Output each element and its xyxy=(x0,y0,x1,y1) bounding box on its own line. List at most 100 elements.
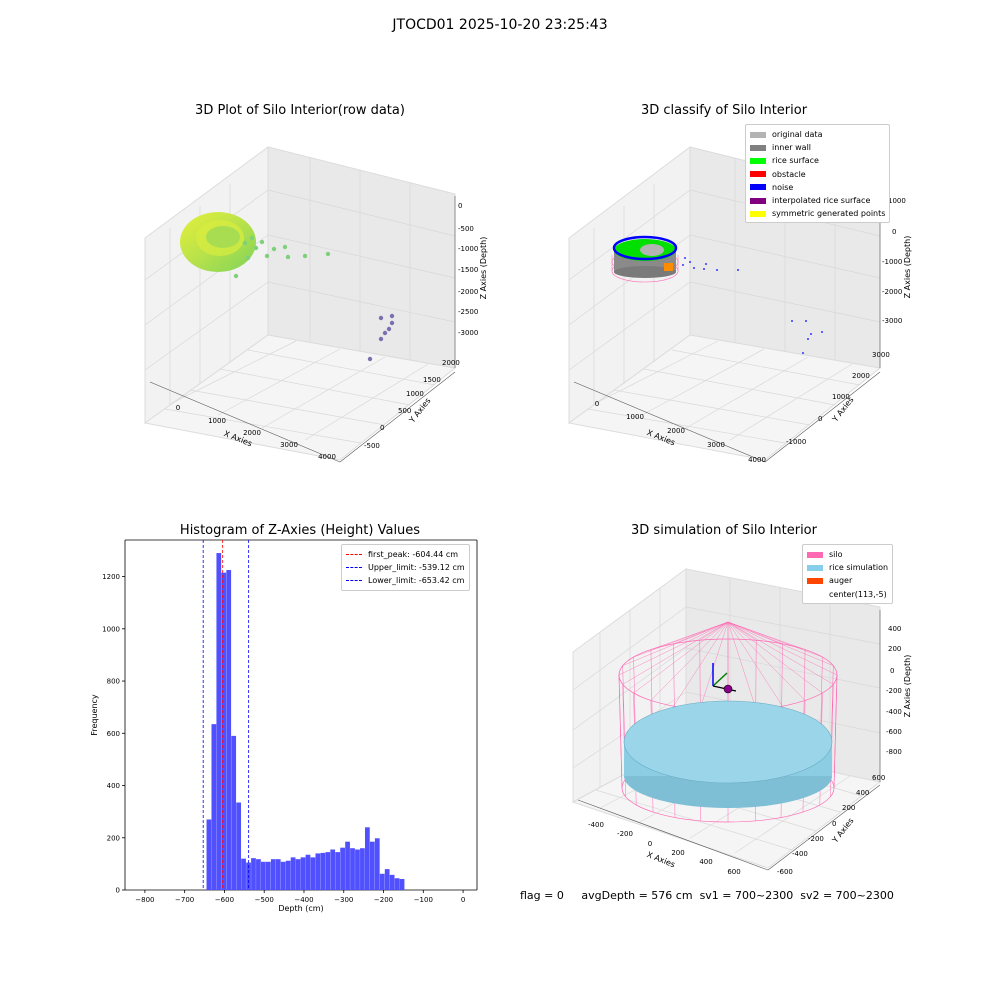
p4-x-tick: 0 xyxy=(648,840,652,848)
p1-z-tick: -1500 xyxy=(458,266,478,274)
legend-label: silo xyxy=(829,550,843,560)
silo-roof-line xyxy=(633,621,729,694)
p2-z-tick: -2000 xyxy=(882,288,902,296)
legend-entry: noise xyxy=(750,181,885,194)
x-tick-label: −300 xyxy=(334,896,353,904)
legend-swatch xyxy=(750,210,766,217)
histogram-bar xyxy=(340,847,345,890)
p4-y-tick: 200 xyxy=(842,804,855,812)
p2-z-tick: 0 xyxy=(892,228,896,236)
legend-entry: interpolated rice surface xyxy=(750,194,885,207)
histogram-bar xyxy=(325,852,331,890)
histogram-bar xyxy=(315,853,321,890)
histogram-bar xyxy=(355,849,360,890)
silo-roof-line xyxy=(727,621,834,666)
histogram-plot: Depth (cm) Frequency −800 −700 −600 −500 −40… xyxy=(90,539,478,913)
p1-z-tick: -3000 xyxy=(458,329,478,337)
legend-entry: silo xyxy=(807,548,888,561)
legend-entry: center(113,-5) xyxy=(807,588,888,601)
x-tick-label: −700 xyxy=(175,896,194,904)
p2-y-tick: 3000 xyxy=(872,351,890,359)
p4-x-tick: 400 xyxy=(699,858,712,866)
classify-legend: original data inner wall rice surface ob… xyxy=(745,124,891,224)
p1-y-tick: 2000 xyxy=(442,359,460,367)
legend-label: original data xyxy=(772,130,823,140)
p2-y-tick: 0 xyxy=(818,415,822,423)
legend-label: inner wall xyxy=(772,143,812,153)
histogram-bar xyxy=(211,724,217,890)
panel-2-3d-axes xyxy=(567,145,882,463)
histogram-bar xyxy=(360,848,365,890)
histogram-bar xyxy=(350,848,355,890)
sv2-text: sv2 = 700~2300 xyxy=(800,889,894,902)
legend-swatch xyxy=(750,184,766,191)
p2-x-tick: 4000 xyxy=(748,456,766,464)
histogram-bar xyxy=(310,857,316,890)
histogram-bar xyxy=(216,553,222,890)
p4-z-tick: 0 xyxy=(890,667,894,675)
histogram-bar xyxy=(399,879,405,890)
legend-entry: Upper_limit: -539.12 cm xyxy=(346,561,465,574)
histogram-bar xyxy=(330,849,336,890)
x-tick-label: 0 xyxy=(461,896,465,904)
panel-1-point-cloud xyxy=(180,212,395,362)
p2-y-tick: 1000 xyxy=(832,393,850,401)
p2-x-tick: 3000 xyxy=(707,441,725,449)
histogram-bar xyxy=(241,858,246,890)
histogram-bar xyxy=(369,841,375,890)
legend-entry: symmetric generated points xyxy=(750,207,885,220)
p2-x-tick: 2000 xyxy=(667,427,685,435)
p1-y-tick: 500 xyxy=(398,407,411,415)
silo-roof-line xyxy=(727,621,834,685)
histogram-bar xyxy=(221,572,227,890)
p1-z-tick: -500 xyxy=(458,225,474,233)
legend-entry: original data xyxy=(750,128,885,141)
p4-y-tick: -600 xyxy=(777,868,793,876)
silo-roof-line xyxy=(673,621,729,645)
legend-label: center(113,-5) xyxy=(829,589,887,599)
p2-z-axis-label: Z Axies (Depth) xyxy=(903,236,912,299)
panel-4-title: 3D simulation of Silo Interior xyxy=(631,523,817,538)
p4-y-tick: 0 xyxy=(832,820,836,828)
histogram-bar xyxy=(295,859,301,890)
x-tick-label: −800 xyxy=(135,896,154,904)
center-auger-marker xyxy=(712,663,737,694)
panel-2-classified-points xyxy=(611,235,823,354)
legend-entry: Lower_limit: -653.42 cm xyxy=(346,574,465,587)
y-tick-label: 800 xyxy=(107,678,120,686)
legend-label: interpolated rice surface xyxy=(772,196,871,206)
simulation-legend: silo rice simulation auger center(113,-5… xyxy=(802,544,894,604)
p4-z-tick: -400 xyxy=(886,708,902,716)
y-tick-label: 1000 xyxy=(102,625,120,633)
p1-x-tick: 0 xyxy=(176,404,180,412)
silo-wall-line xyxy=(833,674,838,789)
y-tick-label: 400 xyxy=(107,782,120,790)
silo-roof-line xyxy=(650,621,729,701)
p4-x-tick: -400 xyxy=(588,821,604,829)
legend-line xyxy=(346,554,362,556)
histogram-bar xyxy=(290,857,296,890)
legend-entry: rice simulation xyxy=(807,561,888,574)
p1-y-tick: -500 xyxy=(364,442,380,450)
silo-roof-line xyxy=(622,621,729,666)
legend-label: symmetric generated points xyxy=(772,209,886,219)
silo-roof-line xyxy=(727,621,757,641)
p4-z-tick: 400 xyxy=(888,625,901,633)
histogram-bar xyxy=(226,570,232,890)
hist-x-axis-label: Depth (cm) xyxy=(278,904,323,913)
p1-z-tick: 0 xyxy=(458,202,462,210)
histogram-bar xyxy=(394,878,400,890)
p4-y-tick: 600 xyxy=(872,774,885,782)
p1-y-tick: 1500 xyxy=(423,376,441,384)
p2-z-tick: -3000 xyxy=(882,317,902,325)
p1-x-tick: 2000 xyxy=(243,429,261,437)
legend-swatch xyxy=(807,577,823,584)
panel-2-title: 3D classify of Silo Interior xyxy=(640,103,808,118)
p4-y-tick: -200 xyxy=(808,835,824,843)
legend-swatch xyxy=(750,131,766,138)
silo-roof-line xyxy=(699,621,729,641)
p4-x-tick: -200 xyxy=(617,830,633,838)
x-tick-label: −500 xyxy=(255,896,274,904)
histogram-bar xyxy=(300,857,306,890)
